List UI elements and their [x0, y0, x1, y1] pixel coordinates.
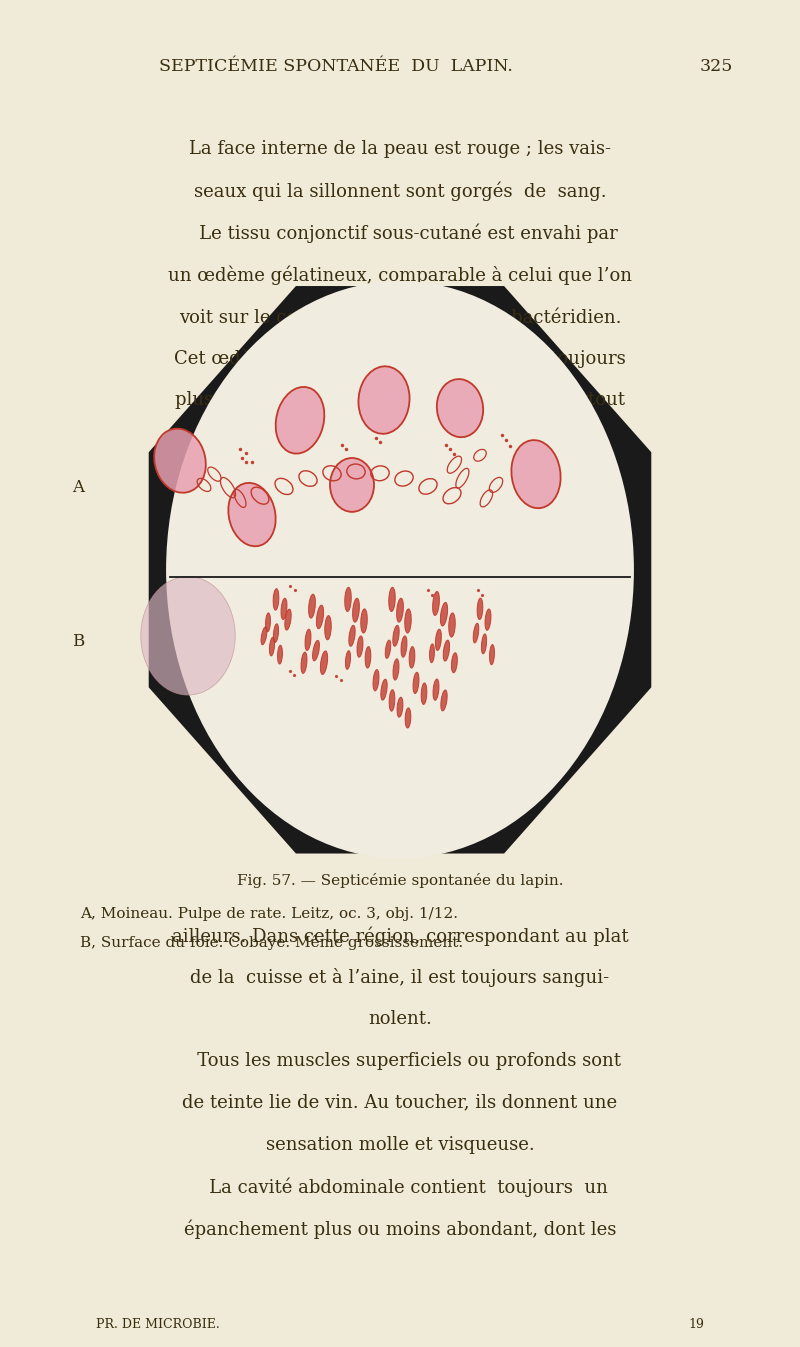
Ellipse shape	[345, 587, 351, 612]
Text: Fig. 57. — Septicémie spontanée du lapin.: Fig. 57. — Septicémie spontanée du lapin…	[237, 873, 563, 888]
Ellipse shape	[435, 629, 442, 651]
Ellipse shape	[316, 605, 324, 629]
Ellipse shape	[276, 387, 324, 454]
Ellipse shape	[330, 458, 374, 512]
Text: ailleurs. Dans cette région, correspondant au plat: ailleurs. Dans cette région, corresponda…	[172, 927, 628, 946]
Ellipse shape	[401, 636, 407, 657]
Ellipse shape	[266, 613, 270, 632]
Ellipse shape	[141, 577, 235, 695]
Text: B: B	[72, 633, 84, 649]
Ellipse shape	[154, 428, 206, 493]
Ellipse shape	[228, 482, 276, 547]
Text: 325: 325	[700, 58, 734, 75]
Ellipse shape	[477, 598, 483, 620]
Text: SEPTICÉMIE SPONTANÉE  DU  LAPIN.: SEPTICÉMIE SPONTANÉE DU LAPIN.	[159, 58, 513, 75]
Ellipse shape	[273, 589, 279, 610]
Ellipse shape	[357, 636, 363, 657]
Ellipse shape	[261, 626, 267, 645]
Polygon shape	[149, 286, 651, 854]
Text: de la  cuisse et à l’aine, il est toujours sangui-: de la cuisse et à l’aine, il est toujour…	[190, 968, 610, 987]
Text: La cavité abdominale contient  toujours  un: La cavité abdominale contient toujours u…	[192, 1177, 608, 1196]
Ellipse shape	[285, 609, 291, 630]
Text: nolent.: nolent.	[368, 1010, 432, 1028]
Ellipse shape	[278, 645, 282, 664]
Text: PR. DE MICROBIE.: PR. DE MICROBIE.	[96, 1317, 220, 1331]
Text: sensation molle et visqueuse.: sensation molle et visqueuse.	[266, 1136, 534, 1153]
Ellipse shape	[482, 634, 486, 653]
Text: voit sur le cobaye mort du charbon  bactéridien.: voit sur le cobaye mort du charbon bacté…	[178, 307, 622, 326]
Ellipse shape	[309, 594, 315, 618]
Ellipse shape	[433, 591, 439, 616]
Ellipse shape	[397, 698, 403, 717]
Ellipse shape	[386, 640, 390, 659]
Text: plus abondant au point d’inoculation que partout: plus abondant au point d’inoculation que…	[175, 391, 625, 408]
Ellipse shape	[437, 379, 483, 438]
Ellipse shape	[451, 653, 458, 672]
Ellipse shape	[346, 651, 350, 669]
Text: B, Surface du foie. Cobaye. Même grossissement.: B, Surface du foie. Cobaye. Même grossis…	[80, 935, 463, 950]
Text: seaux qui la sillonnent sont gorgés  de  sang.: seaux qui la sillonnent sont gorgés de s…	[194, 182, 606, 201]
Ellipse shape	[389, 690, 395, 711]
Text: A, Moineau. Pulpe de rate. Leitz, oc. 3, obj. 1/12.: A, Moineau. Pulpe de rate. Leitz, oc. 3,…	[80, 907, 458, 920]
Ellipse shape	[349, 625, 355, 647]
Ellipse shape	[166, 282, 634, 858]
Text: La face interne de la peau est rouge ; les vais-: La face interne de la peau est rouge ; l…	[189, 140, 611, 158]
Ellipse shape	[397, 598, 403, 622]
Ellipse shape	[325, 616, 331, 640]
Text: épanchement plus ou moins abondant, dont les: épanchement plus ou moins abondant, dont…	[184, 1219, 616, 1238]
Ellipse shape	[270, 637, 274, 656]
Text: A: A	[72, 480, 84, 496]
Text: Cet œdème est souvent généralisé, mais toujours: Cet œdème est souvent généralisé, mais t…	[174, 349, 626, 368]
Ellipse shape	[381, 679, 387, 700]
Ellipse shape	[305, 629, 311, 651]
Ellipse shape	[449, 613, 455, 637]
Ellipse shape	[443, 640, 450, 661]
Ellipse shape	[281, 598, 287, 620]
Ellipse shape	[490, 645, 494, 664]
Ellipse shape	[441, 690, 447, 711]
Ellipse shape	[474, 624, 478, 643]
Ellipse shape	[389, 587, 395, 612]
Ellipse shape	[274, 624, 278, 643]
Ellipse shape	[413, 672, 419, 694]
Text: un œdème gélatineux, comparable à celui que l’on: un œdème gélatineux, comparable à celui …	[168, 265, 632, 284]
Ellipse shape	[440, 602, 448, 626]
Ellipse shape	[405, 709, 411, 727]
Text: 19: 19	[688, 1317, 704, 1331]
Ellipse shape	[433, 679, 439, 700]
Text: Le tissu conjonctif sous-cutané est envahi par: Le tissu conjonctif sous-cutané est enva…	[182, 224, 618, 242]
Text: de teinte lie de vin. Au toucher, ils donnent une: de teinte lie de vin. Au toucher, ils do…	[182, 1094, 618, 1111]
Ellipse shape	[313, 640, 319, 661]
Ellipse shape	[361, 609, 367, 633]
Ellipse shape	[320, 651, 328, 675]
Ellipse shape	[511, 440, 561, 508]
Ellipse shape	[373, 669, 379, 691]
Ellipse shape	[393, 659, 399, 680]
Ellipse shape	[421, 683, 427, 704]
Ellipse shape	[409, 647, 415, 668]
Ellipse shape	[393, 625, 399, 647]
Ellipse shape	[430, 644, 434, 663]
Ellipse shape	[301, 652, 307, 674]
Ellipse shape	[485, 609, 491, 630]
Text: Tous les muscles superficiels ou profonds sont: Tous les muscles superficiels ou profond…	[179, 1052, 621, 1070]
Ellipse shape	[365, 647, 371, 668]
Ellipse shape	[405, 609, 411, 633]
Ellipse shape	[358, 366, 410, 434]
Ellipse shape	[353, 598, 359, 622]
